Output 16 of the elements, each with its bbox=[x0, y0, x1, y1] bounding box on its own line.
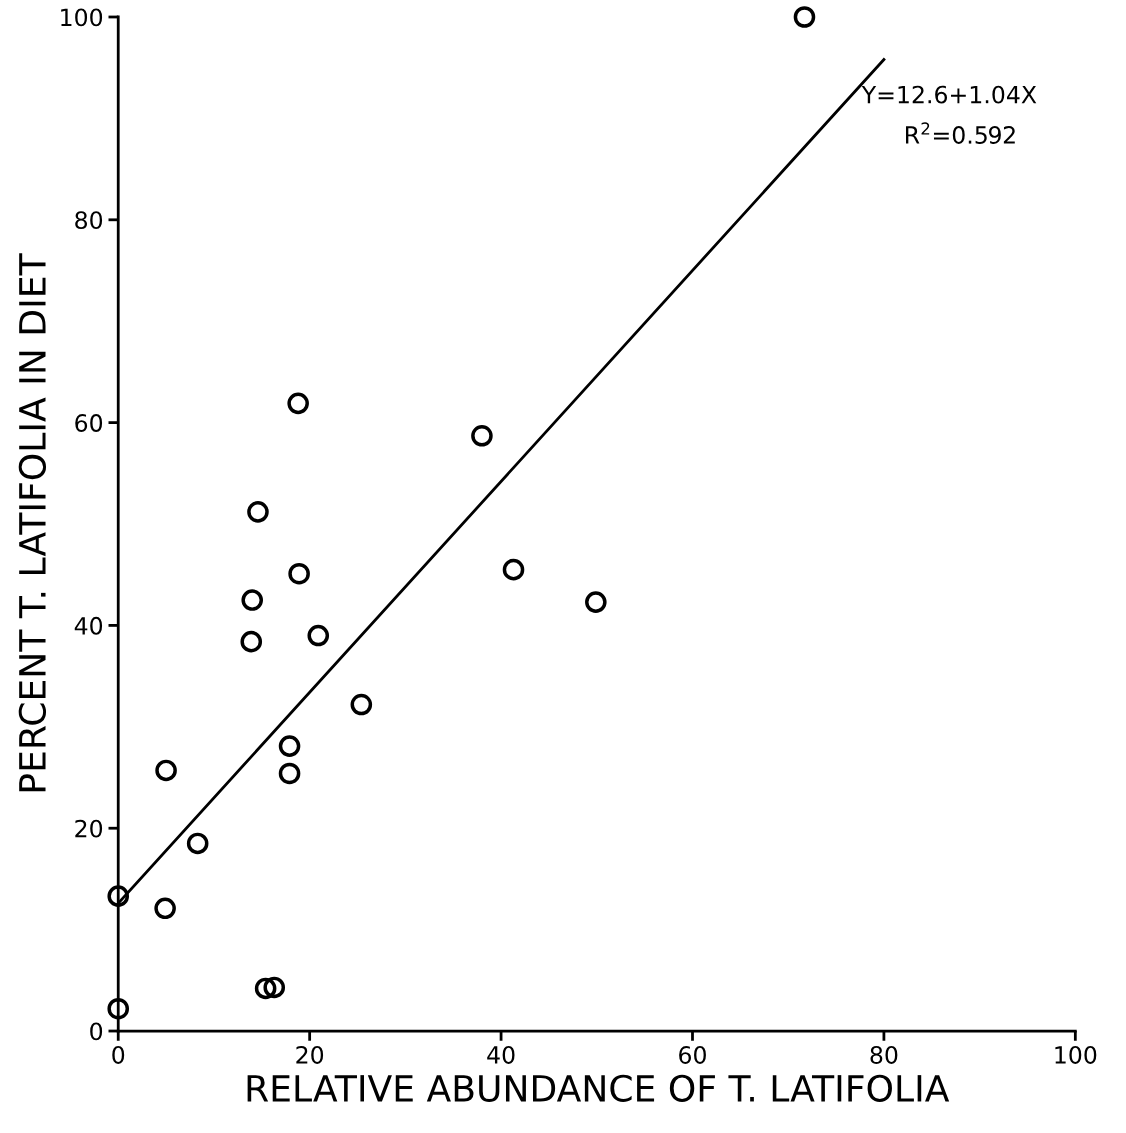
y-tick-label: 40 bbox=[74, 616, 103, 635]
x-tick-label: 40 bbox=[487, 1046, 515, 1064]
y-tick-label: 0 bbox=[90, 1022, 103, 1041]
y-axis-title: PERCENT T. LATIFOLIA IN DIET bbox=[18, 253, 47, 792]
y-tick-label: 100 bbox=[61, 8, 103, 27]
y-tick-label: 60 bbox=[75, 414, 103, 432]
x-tick-label: 20 bbox=[296, 1046, 324, 1064]
x-tick-label: 60 bbox=[679, 1046, 706, 1064]
y-tick-label: 20 bbox=[75, 819, 103, 838]
x-tick-label: 100 bbox=[1055, 1046, 1097, 1064]
y-tick-label: 80 bbox=[75, 211, 103, 230]
annotation: Y=12.6+1.04X bbox=[861, 85, 1037, 104]
x-tick-label: 80 bbox=[870, 1046, 898, 1064]
annotation: R$^{2}$=0.592 bbox=[906, 122, 1015, 144]
x-axis-title: RELATIVE ABUNDANCE OF T. LATIFOLIA bbox=[247, 1074, 950, 1102]
x-tick-label: 0 bbox=[112, 1046, 125, 1064]
